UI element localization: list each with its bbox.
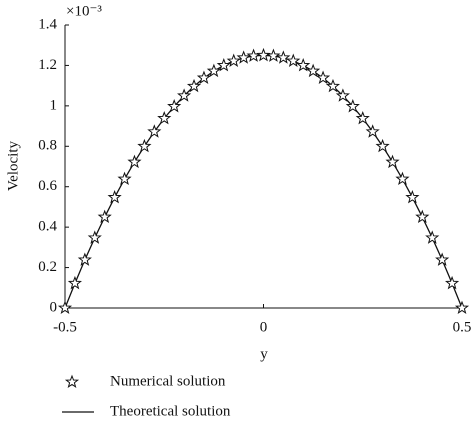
y-tick-label: 0: [50, 299, 58, 315]
legend-marker: [64, 374, 80, 389]
star-marker: [107, 190, 122, 204]
star-marker: [57, 300, 73, 315]
star-marker: [286, 53, 301, 67]
star-marker: [385, 154, 400, 169]
y-tick-label: 1: [50, 97, 58, 113]
y-axis-label: Velocity: [5, 141, 21, 191]
star-marker: [276, 50, 291, 64]
star-marker: [216, 58, 231, 72]
x-tick-label: 0: [260, 319, 268, 335]
star-marker: [335, 88, 350, 102]
star-marker: [306, 63, 321, 78]
star-marker: [315, 70, 331, 84]
y-tick-label: 1.2: [38, 57, 57, 73]
star-marker: [375, 138, 390, 153]
star-marker: [296, 58, 311, 72]
y-tick-label: 1.4: [38, 16, 57, 32]
legend-label: Numerical solution: [110, 373, 226, 389]
star-marker: [206, 63, 221, 78]
star-marker: [77, 252, 92, 266]
star-marker: [186, 78, 202, 93]
star-marker: [246, 48, 261, 62]
star-marker: [87, 230, 102, 244]
x-tick-label: 0.5: [453, 319, 472, 335]
star-marker: [127, 154, 142, 169]
y-tick-label: 0.8: [38, 138, 57, 154]
star-marker: [405, 190, 420, 204]
star-marker: [226, 53, 241, 67]
y-tick-label: 0.4: [38, 219, 57, 235]
star-marker: [137, 138, 152, 153]
star-marker: [157, 110, 172, 125]
star-marker: [147, 124, 162, 138]
star-marker: [435, 252, 450, 266]
star-marker: [395, 171, 410, 186]
star-marker: [97, 209, 112, 224]
star-marker: [454, 300, 470, 315]
star-marker: [365, 124, 380, 138]
star-marker: [256, 47, 271, 62]
x-axis-label: y: [260, 346, 268, 362]
star-marker: [355, 110, 370, 125]
legend-label: Theoretical solution: [110, 403, 231, 419]
star-marker: [425, 230, 440, 244]
star-marker: [236, 50, 251, 64]
y-multiplier: ×10⁻³: [66, 3, 102, 19]
star-marker: [266, 48, 281, 62]
y-tick-label: 0.2: [38, 259, 57, 275]
star-marker: [445, 275, 460, 290]
star-marker: [117, 171, 132, 186]
y-tick-label: 0.6: [38, 178, 57, 194]
star-marker: [67, 275, 82, 290]
star-marker: [415, 209, 430, 224]
star-marker: [345, 99, 360, 113]
star-marker: [167, 99, 182, 113]
star-marker: [325, 78, 341, 93]
star-marker: [177, 88, 192, 102]
star-marker: [196, 70, 212, 84]
x-tick-label: -0.5: [53, 319, 77, 335]
